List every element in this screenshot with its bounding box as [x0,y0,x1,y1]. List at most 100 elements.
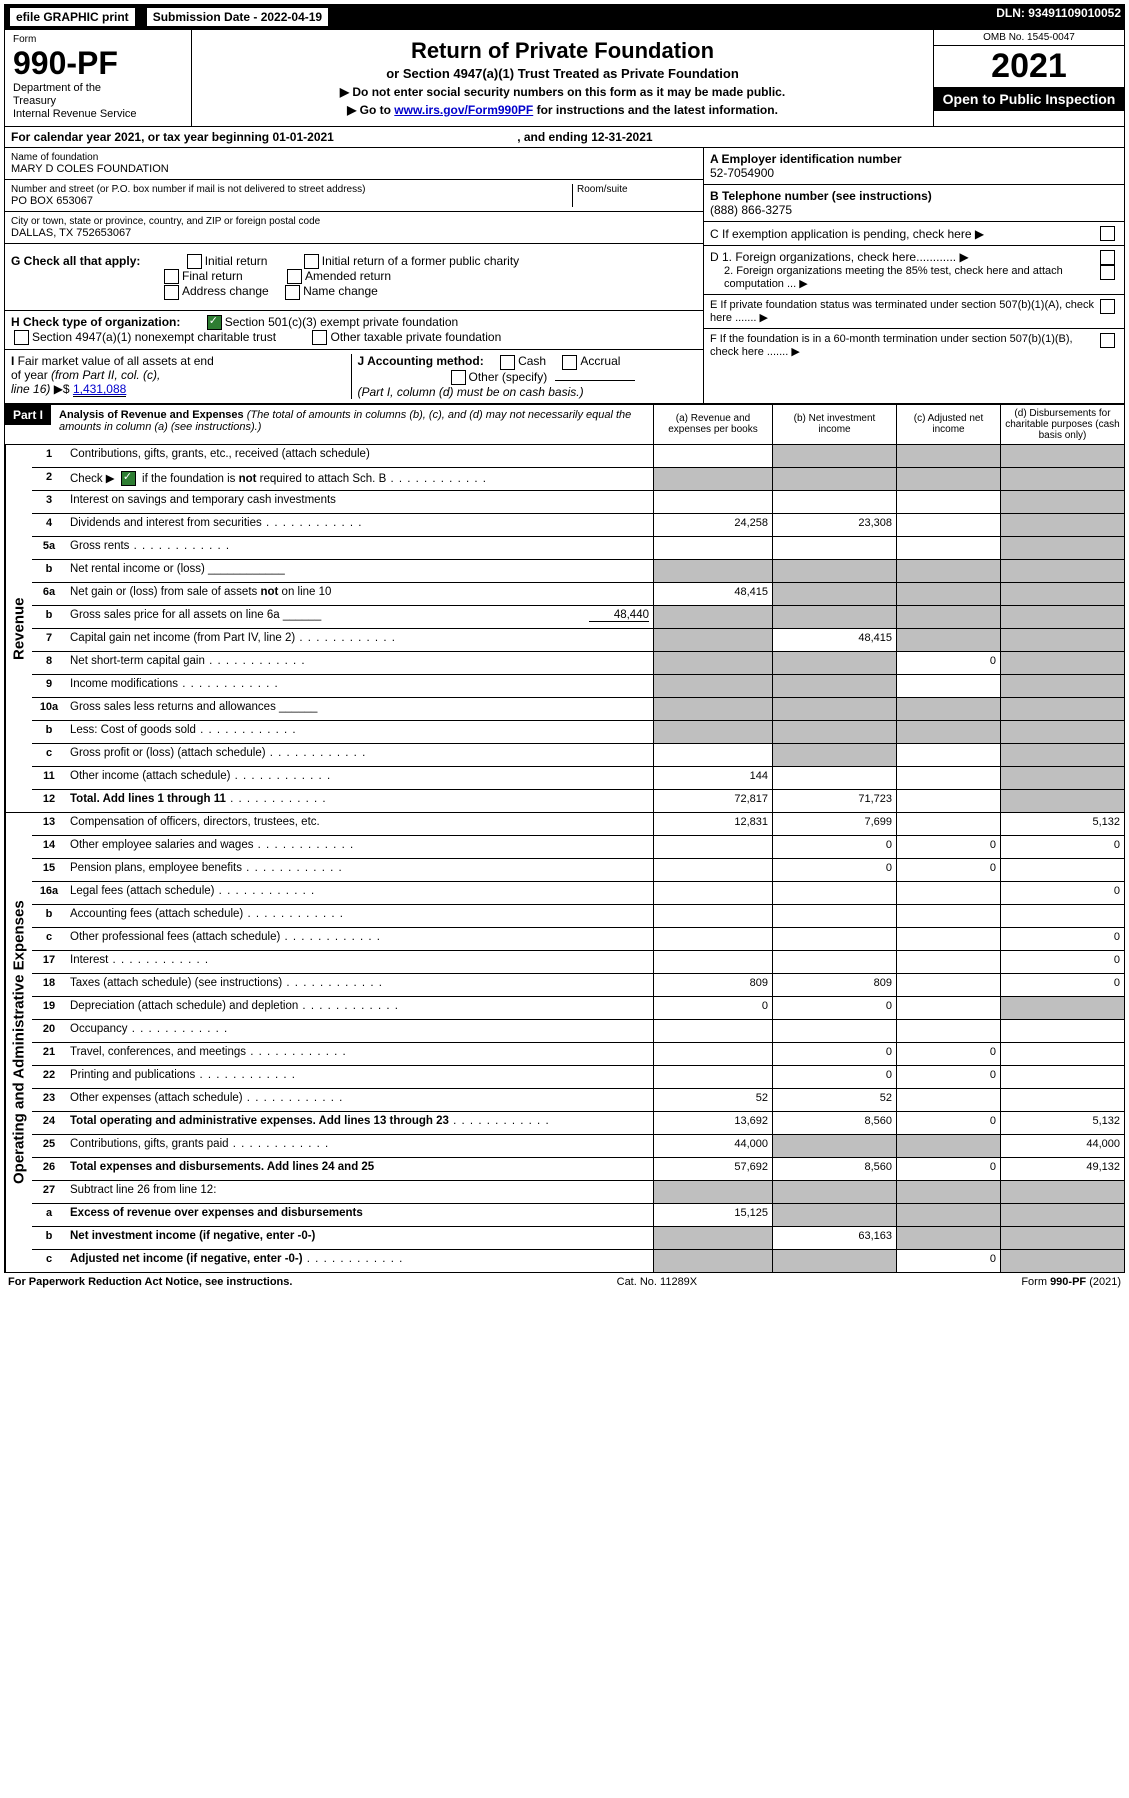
table-row: 23Other expenses (attach schedule)5252 [32,1089,1124,1112]
cell-col-b [772,882,896,904]
ein-label: A Employer identification number [710,152,902,166]
cell-col-c [896,583,1000,605]
501c3-checkbox[interactable] [207,315,222,330]
cell-col-c [896,445,1000,467]
cell-col-d: 44,000 [1000,1135,1124,1157]
instruct-post: for instructions and the latest informat… [533,103,778,117]
cell-col-c [896,514,1000,536]
year-box: OMB No. 1545-0047 2021 Open to Public In… [933,30,1124,126]
name-change-checkbox[interactable] [285,285,300,300]
cell-col-d [1000,560,1124,582]
cell-col-c [896,767,1000,789]
row-description: Net rental income or (loss) ____________ [66,560,653,582]
cell-col-a [653,1250,772,1272]
e-checkbox[interactable] [1100,299,1115,314]
phone-value: (888) 866-3275 [710,203,792,217]
cell-col-c [896,1204,1000,1226]
4947-checkbox[interactable] [14,330,29,345]
col-a-header: (a) Revenue and expenses per books [653,405,772,444]
cell-col-d [1000,1250,1124,1272]
cell-col-b [772,1020,896,1042]
footer-right: Form 990-PF (2021) [1021,1276,1121,1288]
cell-col-a [653,537,772,559]
row-description: Adjusted net income (if negative, enter … [66,1250,653,1272]
f-checkbox[interactable] [1100,333,1115,348]
row-description: Gross rents [66,537,653,559]
c-checkbox[interactable] [1100,226,1115,241]
row-number: 10a [32,698,66,720]
cash-checkbox[interactable] [500,355,515,370]
initial-former-checkbox[interactable] [304,254,319,269]
accrual-checkbox[interactable] [562,355,577,370]
cell-col-c [896,1181,1000,1203]
cell-col-a [653,882,772,904]
part-1-title: Analysis of Revenue and Expenses [59,409,244,421]
cell-col-a [653,721,772,743]
address-change-checkbox[interactable] [164,285,179,300]
cell-col-c [896,468,1000,490]
cell-col-a [653,1020,772,1042]
row-number: b [32,560,66,582]
cell-col-c: 0 [896,1043,1000,1065]
row-description: Pension plans, employee benefits [66,859,653,881]
cell-col-b [772,468,896,490]
table-row: 4Dividends and interest from securities2… [32,514,1124,537]
fair-market-value[interactable]: 1,431,088 [73,382,126,397]
final-return-checkbox[interactable] [164,269,179,284]
tax-year-begin: 01-01-2021 [272,130,333,144]
row-number: 2 [32,468,66,490]
amended-return-checkbox[interactable] [287,269,302,284]
irs-link[interactable]: www.irs.gov/Form990PF [394,103,533,117]
table-row: 8Net short-term capital gain0 [32,652,1124,675]
expense-rows: 13Compensation of officers, directors, t… [32,813,1124,1272]
cell-col-a [653,445,772,467]
form-number: 990-PF [13,45,183,82]
cell-col-d [1000,583,1124,605]
c-label: C If exemption application is pending, c… [710,227,1097,241]
cell-col-d: 0 [1000,928,1124,950]
row-number: 19 [32,997,66,1019]
cell-col-d [1000,744,1124,766]
row-number: b [32,606,66,628]
cell-col-a [653,859,772,881]
efile-print-button[interactable]: efile GRAPHIC print [8,6,137,28]
f-cell: F If the foundation is in a 60-month ter… [704,329,1124,362]
table-row: 22Printing and publications00 [32,1066,1124,1089]
cell-col-d [1000,468,1124,490]
cell-col-b: 71,723 [772,790,896,812]
d2-checkbox[interactable] [1100,265,1115,280]
row-number: 27 [32,1181,66,1203]
row-description: Net gain or (loss) from sale of assets n… [66,583,653,605]
cell-col-d [1000,652,1124,674]
e-label: E If private foundation status was termi… [710,299,1097,324]
d1-checkbox[interactable] [1100,250,1115,265]
row-description: Net short-term capital gain [66,652,653,674]
cell-col-a: 12,831 [653,813,772,835]
cell-col-a [653,744,772,766]
cell-col-a [653,1181,772,1203]
row-number: c [32,1250,66,1272]
row-description: Excess of revenue over expenses and disb… [66,1204,653,1226]
initial-return-checkbox[interactable] [187,254,202,269]
cell-col-a: 809 [653,974,772,996]
cell-col-c [896,951,1000,973]
sch-b-checkbox[interactable] [121,471,136,486]
part-1-description: Analysis of Revenue and Expenses (The to… [51,405,653,444]
cell-col-a: 72,817 [653,790,772,812]
other-taxable-checkbox[interactable] [312,330,327,345]
row-description: Legal fees (attach schedule) [66,882,653,904]
cell-col-a [653,905,772,927]
cell-col-d [1000,1066,1124,1088]
cell-col-b: 63,163 [772,1227,896,1249]
col-c-header: (c) Adjusted net income [896,405,1000,444]
cell-col-c [896,675,1000,697]
cell-col-a: 13,692 [653,1112,772,1134]
row-number: 24 [32,1112,66,1134]
address-change-label: Address change [182,284,269,298]
cell-col-c [896,698,1000,720]
cell-col-c [896,629,1000,651]
row-number: 6a [32,583,66,605]
other-accounting-checkbox[interactable] [451,370,466,385]
table-row: 12Total. Add lines 1 through 1172,81771,… [32,790,1124,812]
row-description: Income modifications [66,675,653,697]
